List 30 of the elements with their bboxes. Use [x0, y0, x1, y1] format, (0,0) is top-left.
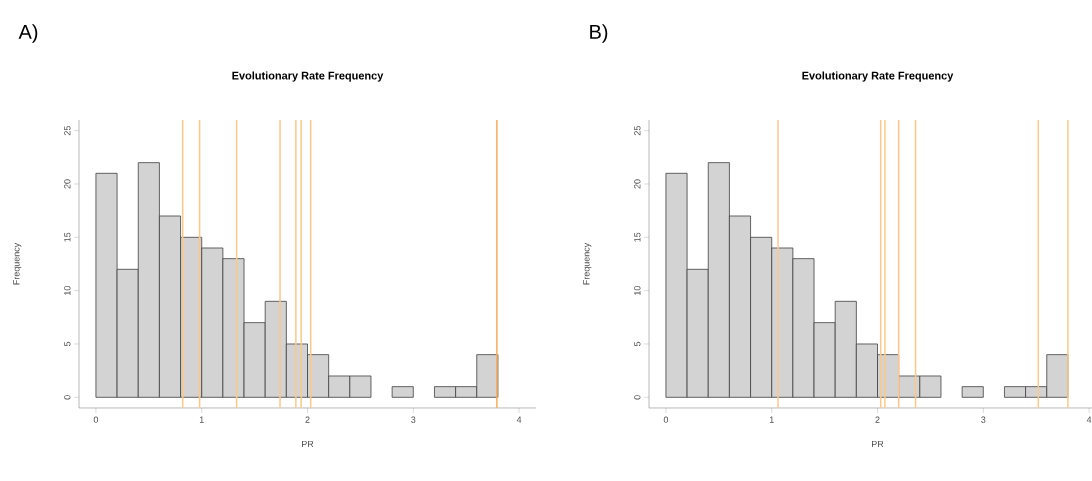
x-axis-title: PR	[872, 440, 884, 448]
y-tick-label: 5	[64, 341, 71, 347]
x-tick-label: 2	[305, 416, 310, 423]
y-tick-label: 15	[64, 232, 71, 242]
x-tick-label: 0	[663, 416, 669, 423]
y-axis-title: Frequency	[13, 242, 22, 285]
chart-title: Evolutionary Rate Frequency	[802, 71, 954, 82]
x-axis-title: PR	[302, 440, 314, 448]
x-tick-label: 2	[875, 416, 880, 423]
chart-title: Evolutionary Rate Frequency	[232, 71, 384, 82]
y-tick-label: 20	[634, 179, 641, 189]
x-tick-label: 3	[981, 416, 986, 423]
y-tick-label: 0	[634, 395, 641, 400]
y-tick-label: 5	[634, 341, 641, 347]
y-axis-title: Frequency	[583, 242, 592, 285]
x-tick-label: 4	[1086, 416, 1092, 423]
y-tick-label: 25	[634, 126, 641, 136]
y-tick-label: 0	[64, 395, 71, 400]
x-tick-label: 1	[199, 416, 204, 423]
y-tick-label: 25	[64, 126, 71, 136]
x-tick-label: 0	[93, 416, 99, 423]
y-tick-label: 10	[634, 286, 641, 295]
y-tick-label: 20	[64, 179, 71, 189]
y-tick-label: 10	[64, 286, 71, 295]
x-tick-label: 3	[411, 416, 416, 423]
text: B)	[590, 24, 608, 43]
y-tick-label: 15	[634, 232, 641, 242]
x-tick-label: 1	[769, 416, 774, 423]
x-tick-label: 4	[516, 416, 522, 423]
text: A)	[18, 24, 38, 43]
